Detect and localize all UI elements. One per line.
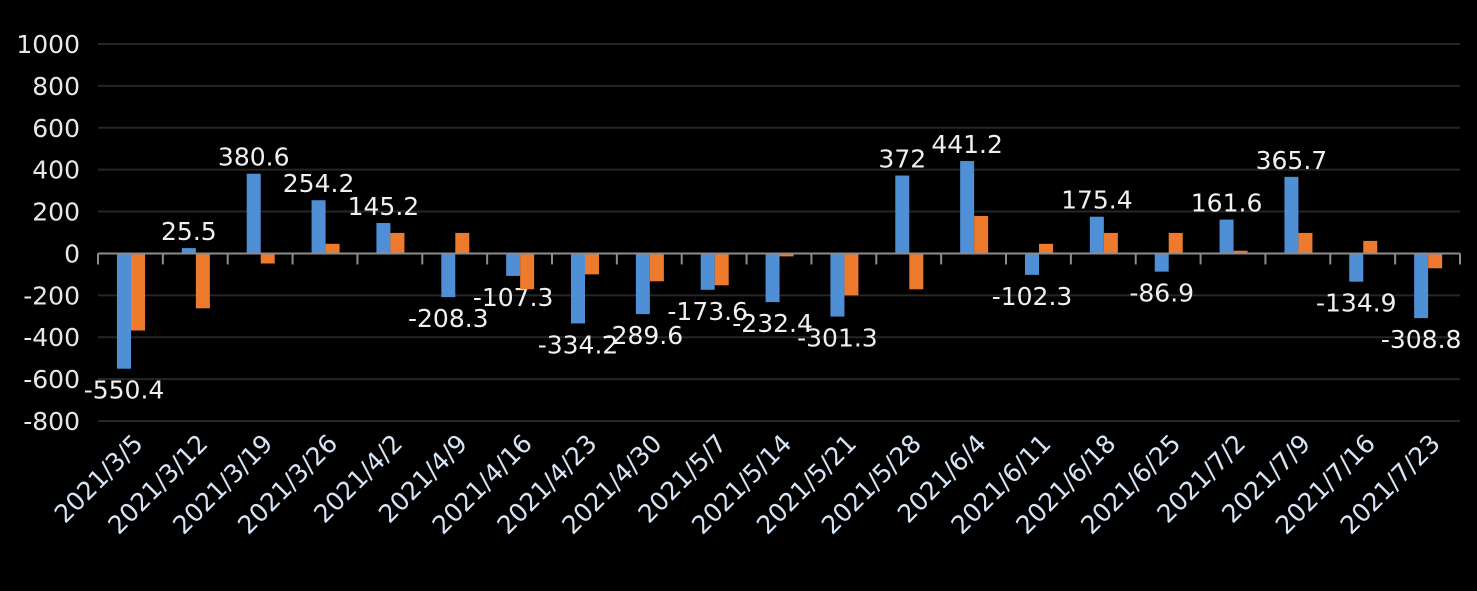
bar-series-2 bbox=[909, 253, 924, 290]
bar-series-2 bbox=[844, 253, 859, 296]
bar-series-2 bbox=[1363, 240, 1378, 254]
data-label: 175.4 bbox=[1061, 186, 1133, 215]
data-label: -102.3 bbox=[992, 282, 1073, 311]
bar-series-1 bbox=[1025, 253, 1039, 275]
bar-series-2 bbox=[260, 253, 275, 264]
y-tick-label: 200 bbox=[32, 198, 80, 227]
bar-series-2 bbox=[1168, 232, 1183, 254]
bar-series-1 bbox=[960, 161, 975, 254]
bar-series-1 bbox=[700, 253, 715, 290]
y-tick-label: 1000 bbox=[16, 30, 80, 59]
data-label: -232.4 bbox=[732, 309, 813, 338]
data-label: 254.2 bbox=[283, 169, 355, 198]
bar-series-1 bbox=[246, 173, 261, 254]
data-label: -173.6 bbox=[667, 297, 748, 326]
bar-series-1 bbox=[1089, 216, 1104, 254]
y-tick-label: 800 bbox=[32, 72, 80, 101]
data-label: -301.3 bbox=[797, 324, 878, 353]
bar-series-1 bbox=[376, 223, 391, 254]
bar-series-2 bbox=[1039, 243, 1053, 254]
bar-series-1 bbox=[830, 253, 845, 317]
data-label: -289.6 bbox=[603, 321, 684, 350]
bar-series-2 bbox=[520, 253, 535, 290]
bar-series-2 bbox=[974, 215, 989, 254]
data-label: -334.2 bbox=[538, 330, 619, 359]
data-label: -86.9 bbox=[1129, 279, 1194, 308]
data-label: 380.6 bbox=[218, 143, 290, 172]
bar-series-1 bbox=[1154, 253, 1169, 272]
bar-series-2 bbox=[714, 253, 729, 286]
bar-series-1 bbox=[441, 253, 456, 298]
bar-series-1 bbox=[311, 200, 326, 254]
bar-series-1 bbox=[1284, 176, 1299, 254]
data-label: 25.5 bbox=[161, 217, 217, 246]
bar-series-2 bbox=[455, 232, 470, 254]
y-tick-label: -800 bbox=[23, 407, 80, 436]
y-tick-label: 600 bbox=[32, 114, 80, 143]
y-tick-label: 0 bbox=[64, 239, 80, 268]
data-label: -308.8 bbox=[1381, 325, 1462, 354]
bar-series-1 bbox=[1349, 253, 1364, 282]
bar-series-2 bbox=[779, 253, 794, 257]
bar-series-2 bbox=[325, 243, 340, 254]
data-label: -134.9 bbox=[1316, 289, 1397, 318]
bar-series-2 bbox=[1428, 253, 1443, 269]
bar-series-2 bbox=[195, 253, 210, 309]
bar-series-1 bbox=[117, 253, 131, 369]
bar-series-2 bbox=[585, 253, 599, 275]
bar-series-1 bbox=[895, 175, 910, 254]
bar-series-1 bbox=[1219, 219, 1234, 254]
bar-series-2 bbox=[1233, 250, 1248, 254]
bar-series-1 bbox=[1414, 253, 1429, 319]
bar-series-2 bbox=[1103, 232, 1118, 254]
data-label: 145.2 bbox=[348, 192, 420, 221]
data-label: 372 bbox=[878, 145, 926, 174]
bar-series-2 bbox=[390, 232, 405, 254]
bar-series-1 bbox=[506, 253, 521, 276]
bar-series-1 bbox=[765, 253, 780, 303]
bar-series-1 bbox=[571, 253, 585, 324]
data-label: -208.3 bbox=[408, 304, 489, 333]
data-label: 365.7 bbox=[1256, 146, 1328, 175]
y-tick-label: -400 bbox=[23, 323, 80, 352]
bar-series-2 bbox=[131, 253, 145, 331]
bar-series-2 bbox=[649, 253, 664, 282]
y-tick-label: -600 bbox=[23, 365, 80, 394]
bar-series-1 bbox=[181, 248, 196, 254]
y-tick-label: -200 bbox=[23, 281, 80, 310]
data-label: 441.2 bbox=[931, 130, 1003, 159]
bar-series-2 bbox=[1298, 232, 1313, 254]
bar-series-1 bbox=[635, 253, 650, 315]
data-label: -107.3 bbox=[473, 283, 554, 312]
y-tick-label: 400 bbox=[32, 156, 80, 185]
data-label: -550.4 bbox=[84, 376, 165, 405]
data-label: 161.6 bbox=[1191, 189, 1263, 218]
